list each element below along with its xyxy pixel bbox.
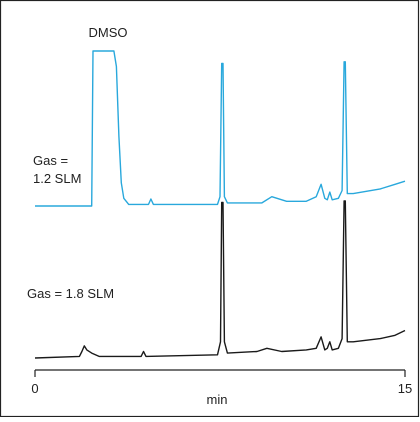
annotation-gas-top-line1: Gas =	[33, 153, 68, 168]
series-line-1	[35, 50, 406, 207]
x-tick-label-end: 15	[398, 381, 412, 396]
series-layer	[34, 50, 406, 359]
annotation-gas-top-line2: 1.2 SLM	[33, 171, 81, 186]
series-line-2	[34, 200, 406, 359]
annotation-gas-bottom: Gas = 1.8 SLM	[27, 286, 114, 301]
tick-layer	[34, 370, 406, 377]
x-axis-label: min	[207, 392, 228, 407]
annotation-dmso: DMSO	[89, 25, 128, 40]
x-tick-label-start: 0	[31, 381, 38, 396]
